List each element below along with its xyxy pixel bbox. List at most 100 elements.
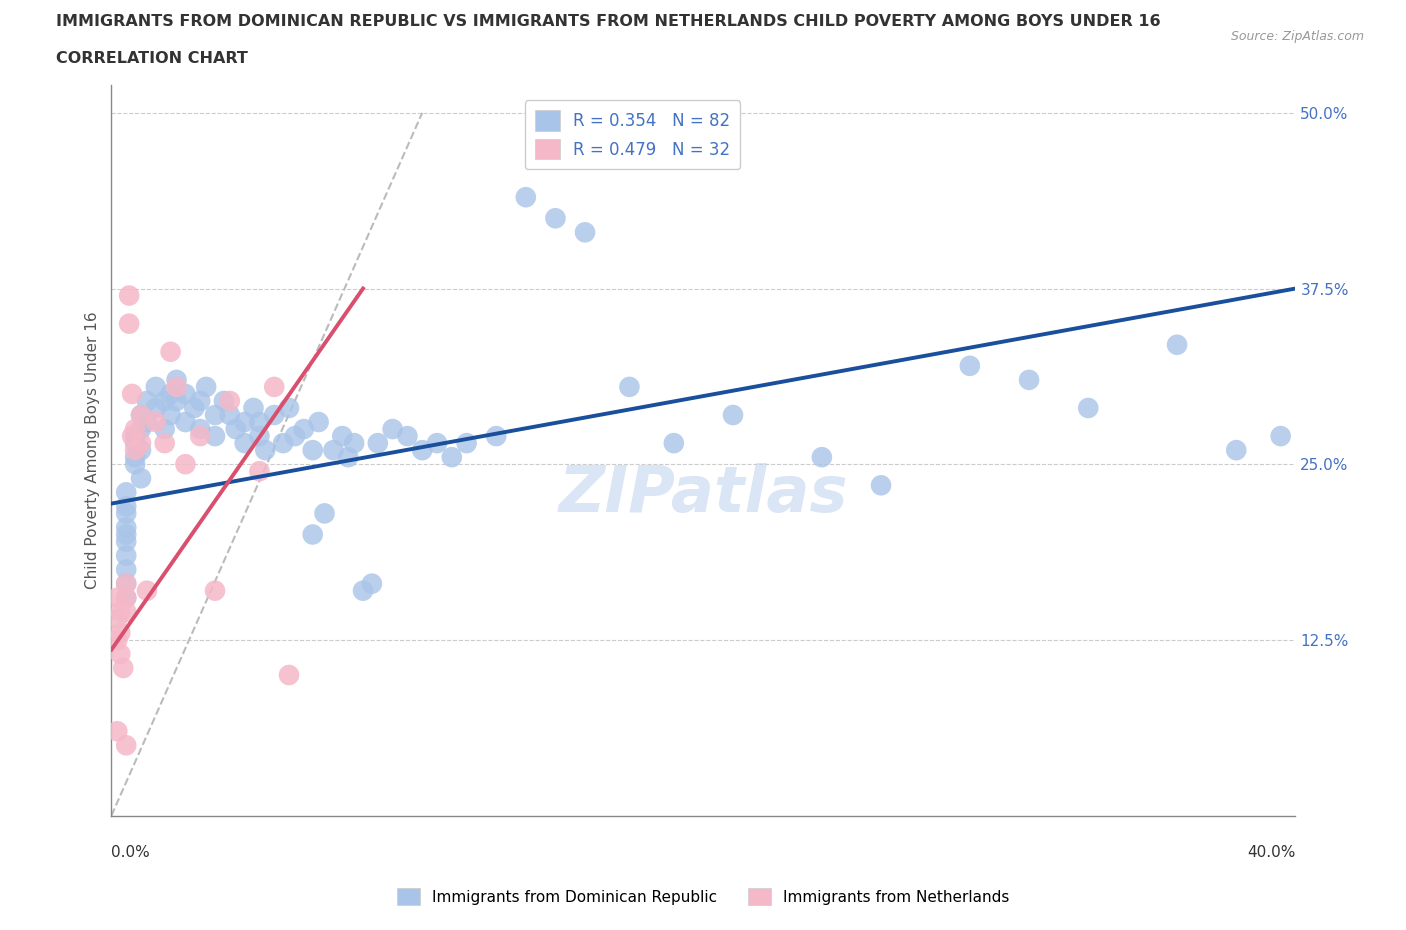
Point [188,421,211,436]
Point [166,372,188,387]
Point [515,190,537,205]
Point [115,520,138,535]
Point [145,379,167,394]
Point [361,577,384,591]
Point [124,435,146,450]
Point [124,443,146,458]
Point [1270,429,1292,444]
Point [314,506,336,521]
Point [174,415,197,430]
Point [811,450,834,465]
Point [263,407,285,422]
Point [153,393,176,408]
Point [367,435,389,450]
Point [271,435,294,450]
Point [381,421,404,436]
Point [115,591,138,605]
Point [343,435,366,450]
Point [136,415,159,430]
Point [188,393,211,408]
Point [121,429,143,444]
Point [308,415,330,430]
Point [278,401,301,416]
Point [721,407,744,422]
Point [115,548,138,563]
Point [115,604,138,619]
Point [301,443,323,458]
Point [204,583,226,598]
Point [212,393,235,408]
Point [129,435,152,450]
Point [574,225,596,240]
Text: Source: ZipAtlas.com: Source: ZipAtlas.com [1230,30,1364,43]
Point [254,443,277,458]
Point [263,379,285,394]
Point [129,471,152,485]
Point [129,443,152,458]
Point [396,429,419,444]
Point [118,316,141,331]
Point [110,646,132,661]
Point [115,737,138,752]
Point [105,724,128,738]
Point [159,387,181,402]
Point [426,435,449,450]
Point [233,415,256,430]
Point [959,358,981,373]
Text: CORRELATION CHART: CORRELATION CHART [56,51,247,66]
Point [145,415,167,430]
Point [440,450,463,465]
Point [129,407,152,422]
Point [153,435,176,450]
Point [115,498,138,513]
Text: ZIPatlas: ZIPatlas [558,463,848,525]
Point [159,407,181,422]
Point [110,625,132,640]
Point [124,421,146,436]
Point [204,407,226,422]
Point [115,506,138,521]
Point [330,429,353,444]
Point [284,429,307,444]
Point [411,443,433,458]
Point [110,604,132,619]
Point [1018,372,1040,387]
Point [159,344,181,359]
Point [174,457,197,472]
Point [105,632,128,647]
Text: IMMIGRANTS FROM DOMINICAN REPUBLIC VS IMMIGRANTS FROM NETHERLANDS CHILD POVERTY : IMMIGRANTS FROM DOMINICAN REPUBLIC VS IM… [56,14,1161,29]
Point [115,485,138,499]
Point [249,415,271,430]
Point [233,435,256,450]
Point [870,478,893,493]
Text: 40.0%: 40.0% [1247,844,1295,860]
Point [136,393,159,408]
Point [249,464,271,479]
Point [105,591,128,605]
Point [485,429,508,444]
Point [1225,443,1247,458]
Point [124,429,146,444]
Point [129,407,152,422]
Point [115,577,138,591]
Point [301,527,323,542]
Point [188,429,211,444]
Point [1077,401,1099,416]
Point [292,421,315,436]
Legend: R = 0.354   N = 82, R = 0.479   N = 32: R = 0.354 N = 82, R = 0.479 N = 32 [524,100,740,169]
Point [174,387,197,402]
Point [121,387,143,402]
Point [218,393,240,408]
Point [136,583,159,598]
Point [115,527,138,542]
Point [352,583,374,598]
Point [337,450,360,465]
Point [115,562,138,577]
Point [115,591,138,605]
Text: 0.0%: 0.0% [111,844,150,860]
Point [456,435,478,450]
Point [225,421,247,436]
Point [118,288,141,303]
Point [112,660,135,675]
Point [115,534,138,549]
